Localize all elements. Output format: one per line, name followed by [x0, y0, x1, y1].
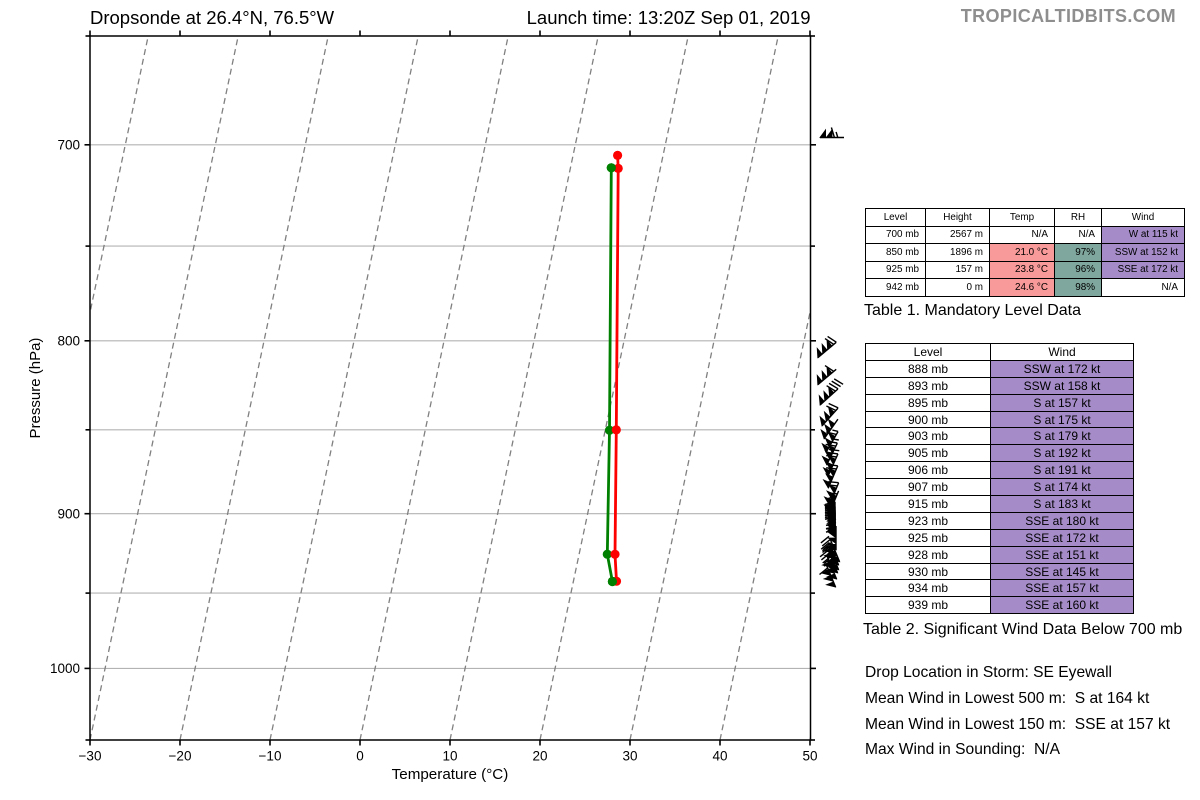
svg-text:700: 700: [57, 138, 80, 153]
svg-text:40: 40: [712, 749, 727, 764]
svg-text:30: 30: [622, 749, 637, 764]
svg-text:Launch time: 13:20Z Sep 01, 20: Launch time: 13:20Z Sep 01, 2019: [527, 7, 811, 28]
svg-text:900: 900: [57, 507, 80, 522]
svg-text:−10: −10: [259, 749, 282, 764]
svg-text:800: 800: [57, 334, 80, 349]
svg-text:TROPICALTIDBITS.COM: TROPICALTIDBITS.COM: [961, 6, 1176, 26]
svg-text:0: 0: [356, 749, 364, 764]
svg-text:−20: −20: [169, 749, 192, 764]
svg-text:Temperature (°C): Temperature (°C): [392, 766, 509, 783]
svg-text:Dropsonde at 26.4°N, 76.5°W: Dropsonde at 26.4°N, 76.5°W: [90, 7, 335, 28]
svg-text:10: 10: [442, 749, 457, 764]
svg-text:Pressure (hPa): Pressure (hPa): [27, 338, 44, 439]
svg-text:50: 50: [802, 749, 817, 764]
svg-text:20: 20: [532, 749, 547, 764]
svg-text:−30: −30: [79, 749, 102, 764]
svg-text:1000: 1000: [50, 661, 80, 676]
